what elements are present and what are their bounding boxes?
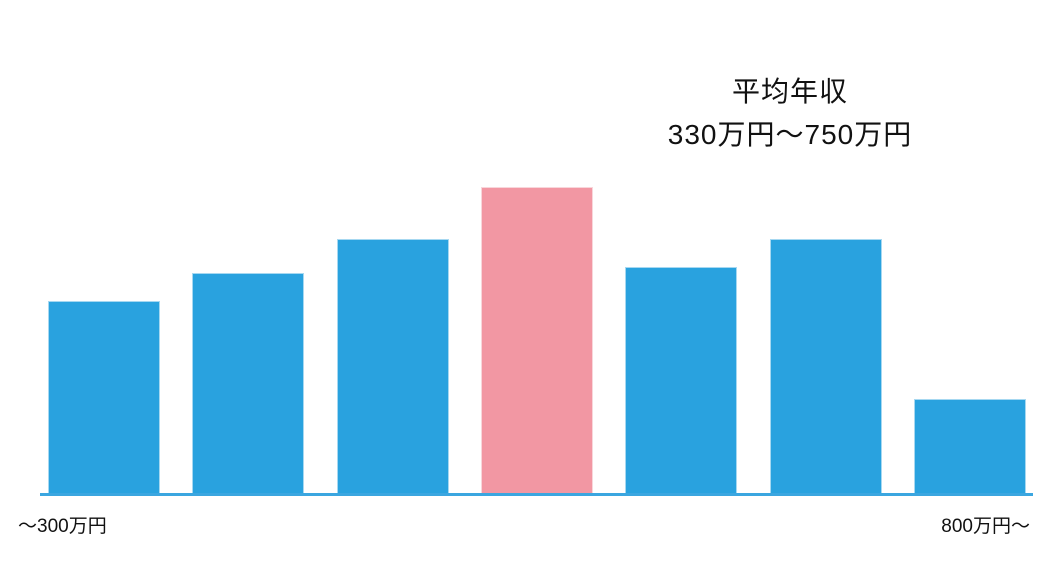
x-axis-line	[40, 493, 1033, 496]
bar	[625, 267, 738, 494]
bar	[48, 301, 160, 494]
bar	[769, 239, 882, 494]
bar	[913, 399, 1026, 494]
bar	[336, 239, 449, 494]
chart-title-line1: 平均年収	[731, 76, 848, 107]
bar-highlighted	[480, 187, 593, 494]
x-axis-label-right: 800万円～	[941, 516, 1030, 537]
x-axis-label-left: ～300万円	[18, 516, 107, 537]
plot-area	[48, 187, 1026, 494]
chart-title: 平均年収 330万円～750万円	[560, 70, 1020, 157]
bar	[192, 273, 305, 494]
chart-title-line2: 330万円～750万円	[667, 119, 913, 151]
